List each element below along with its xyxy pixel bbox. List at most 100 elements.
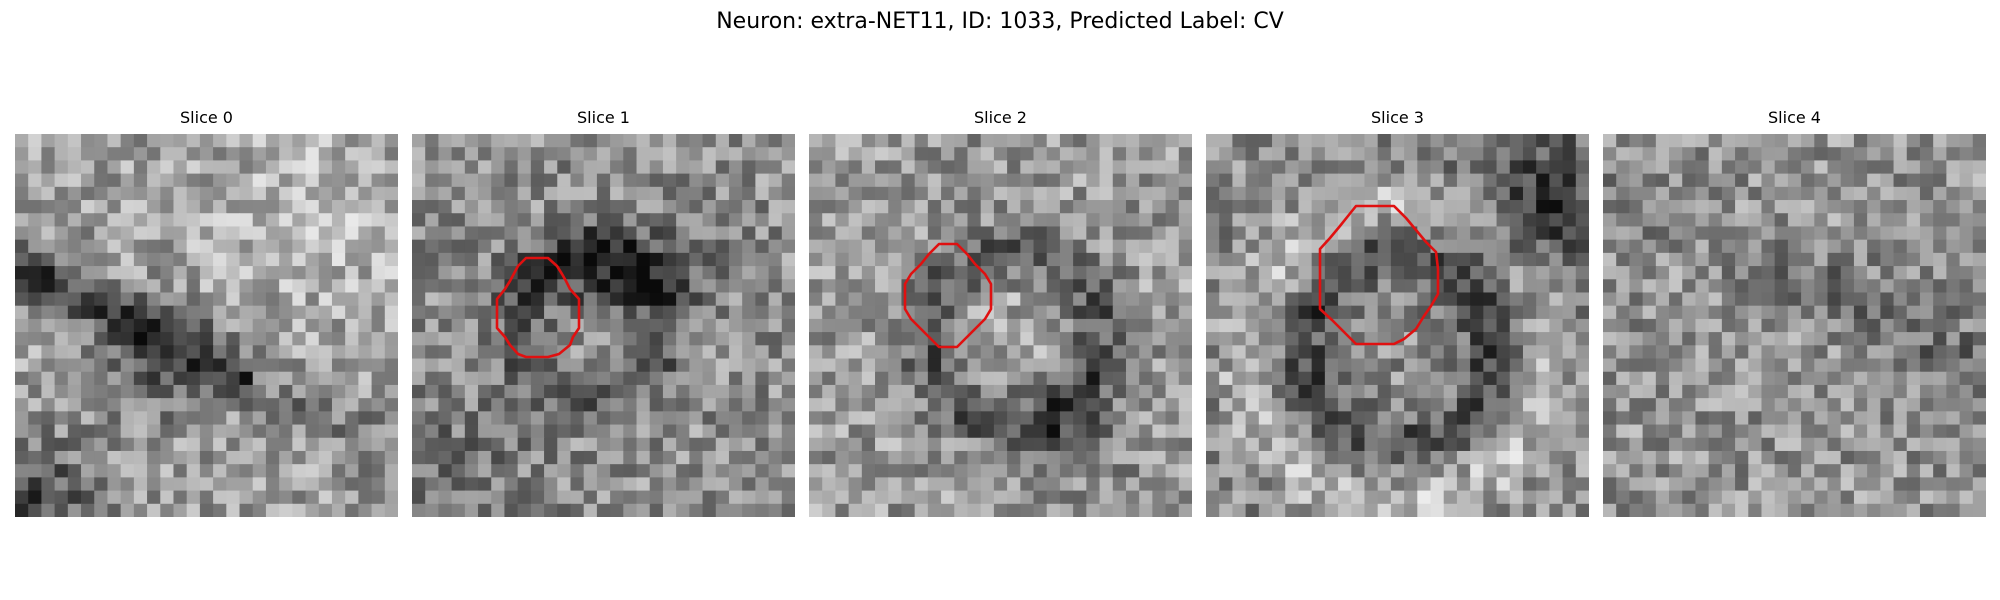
image-pixel bbox=[1272, 213, 1286, 228]
image-pixel bbox=[371, 398, 386, 412]
image-pixel bbox=[1272, 226, 1286, 241]
image-pixel bbox=[610, 490, 624, 505]
image-pixel bbox=[623, 266, 638, 280]
image-pixel bbox=[1522, 252, 1537, 267]
image-pixel bbox=[1324, 477, 1339, 492]
image-pixel bbox=[107, 345, 122, 360]
image-pixel bbox=[914, 213, 929, 228]
image-pixel bbox=[41, 134, 56, 148]
image-pixel bbox=[305, 490, 320, 505]
image-pixel bbox=[702, 358, 717, 373]
image-pixel bbox=[1232, 173, 1247, 188]
image-pixel bbox=[292, 332, 307, 346]
image-pixel bbox=[517, 160, 532, 175]
image-pixel bbox=[28, 477, 43, 492]
image-pixel bbox=[1483, 464, 1498, 478]
image-pixel bbox=[1311, 239, 1326, 254]
image-pixel bbox=[967, 450, 982, 465]
image-pixel bbox=[107, 371, 122, 386]
image-pixel bbox=[107, 134, 122, 148]
image-pixel bbox=[1351, 173, 1366, 188]
image-pixel bbox=[94, 213, 109, 228]
image-pixel bbox=[1483, 266, 1498, 280]
image-pixel bbox=[358, 464, 373, 478]
image-pixel bbox=[1496, 398, 1511, 412]
image-pixel bbox=[1443, 305, 1458, 320]
image-pixel bbox=[517, 503, 532, 517]
image-pixel bbox=[1112, 266, 1127, 280]
image-pixel bbox=[478, 437, 492, 452]
image-pixel bbox=[702, 213, 717, 228]
image-pixel bbox=[15, 279, 29, 294]
image-pixel bbox=[1655, 318, 1670, 333]
image-pixel bbox=[1603, 450, 1617, 465]
image-pixel bbox=[941, 252, 955, 267]
image-pixel bbox=[81, 318, 95, 333]
image-pixel bbox=[1562, 358, 1577, 373]
image-pixel bbox=[1616, 490, 1631, 505]
image-pixel bbox=[504, 200, 519, 214]
image-pixel bbox=[1443, 424, 1458, 439]
image-pixel bbox=[623, 292, 638, 307]
image-pixel bbox=[1946, 503, 1961, 517]
image-pixel bbox=[768, 437, 783, 452]
image-pixel bbox=[226, 450, 241, 465]
image-pixel bbox=[213, 173, 227, 188]
image-pixel bbox=[1853, 239, 1868, 254]
image-pixel bbox=[331, 371, 346, 386]
image-pixel bbox=[822, 160, 837, 175]
image-pixel bbox=[1761, 279, 1776, 294]
image-pixel bbox=[28, 200, 43, 214]
image-pixel bbox=[384, 305, 398, 320]
image-pixel bbox=[1073, 134, 1087, 148]
image-pixel bbox=[1285, 384, 1300, 399]
image-pixel bbox=[914, 292, 929, 307]
image-pixel bbox=[1959, 200, 1974, 214]
image-pixel bbox=[888, 503, 903, 517]
image-pixel bbox=[914, 266, 929, 280]
image-pixel bbox=[1285, 134, 1300, 148]
image-pixel bbox=[1655, 134, 1670, 148]
image-pixel bbox=[530, 345, 545, 360]
image-pixel bbox=[1165, 450, 1180, 465]
image-pixel bbox=[384, 437, 398, 452]
image-pixel bbox=[133, 213, 148, 228]
image-pixel bbox=[491, 279, 506, 294]
image-pixel bbox=[41, 173, 56, 188]
image-pixel bbox=[557, 424, 572, 439]
image-pixel bbox=[279, 305, 293, 320]
image-pixel bbox=[239, 503, 254, 517]
image-pixel bbox=[1178, 200, 1192, 214]
image-pixel bbox=[1522, 173, 1537, 188]
image-pixel bbox=[1206, 345, 1220, 360]
image-pixel bbox=[331, 160, 346, 175]
image-pixel bbox=[888, 252, 903, 267]
image-pixel bbox=[781, 345, 795, 360]
image-pixel bbox=[1827, 398, 1842, 412]
image-pixel bbox=[491, 358, 506, 373]
image-pixel bbox=[941, 371, 955, 386]
image-pixel bbox=[1258, 186, 1273, 201]
image-pixel bbox=[927, 266, 942, 280]
image-pixel bbox=[1695, 279, 1710, 294]
image-pixel bbox=[809, 503, 823, 517]
image-pixel bbox=[1655, 424, 1670, 439]
image-pixel bbox=[1801, 266, 1815, 280]
image-pixel bbox=[186, 503, 201, 517]
image-pixel bbox=[120, 147, 135, 162]
image-pixel bbox=[1509, 358, 1524, 373]
image-pixel bbox=[15, 200, 29, 214]
image-pixel bbox=[888, 186, 903, 201]
image-pixel bbox=[81, 437, 95, 452]
image-pixel bbox=[1165, 345, 1180, 360]
image-pixel bbox=[186, 490, 201, 505]
image-pixel bbox=[1073, 384, 1087, 399]
image-pixel bbox=[1178, 173, 1192, 188]
image-pixel bbox=[1272, 437, 1286, 452]
image-pixel bbox=[1112, 318, 1127, 333]
image-pixel bbox=[1906, 398, 1921, 412]
image-pixel bbox=[1443, 200, 1458, 214]
image-pixel bbox=[1933, 279, 1947, 294]
image-pixel bbox=[81, 266, 95, 280]
image-pixel bbox=[412, 252, 426, 267]
